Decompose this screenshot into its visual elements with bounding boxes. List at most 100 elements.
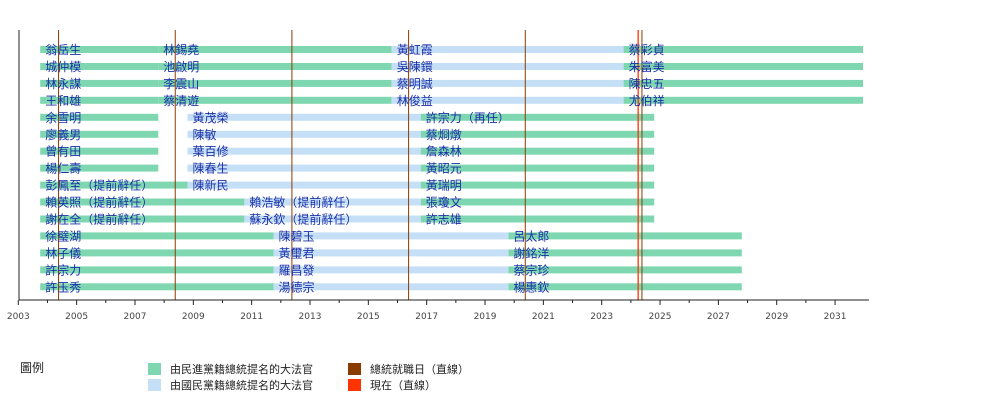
- term-bar: [420, 181, 655, 189]
- term-bar: [40, 283, 274, 291]
- term-bar: [187, 164, 421, 172]
- term-bar: [623, 96, 863, 104]
- justice-name: 蘇永欽（提前辭任）: [249, 212, 357, 227]
- term-bar: [508, 266, 742, 274]
- justice-name: 徐璧湖: [45, 228, 81, 243]
- names-layer: 翁岳生 林錫堯 黃虹霞 蔡彩貞城仲模 池啟明 吳陳鐶 朱富美林永謀 李震山 蔡明誠 陳忠五王和雄蔡…: [45, 42, 664, 294]
- term-bar: [273, 266, 509, 274]
- justice-name: 羅昌發: [279, 262, 315, 277]
- term-bar: [187, 181, 421, 189]
- term-bar: [623, 79, 863, 87]
- term-bar: [40, 249, 274, 257]
- legend-swatch: [348, 363, 361, 375]
- term-bar: [40, 164, 159, 172]
- justice-name: 朱富美: [629, 59, 665, 74]
- term-bar: [391, 96, 624, 104]
- justice-name: 許玉秀: [45, 280, 81, 294]
- justice-name: 蔡明誠: [397, 77, 433, 91]
- justice-name: 林俊益: [397, 93, 433, 108]
- x-tick-label: 2027: [707, 312, 730, 322]
- justice-name: 陳忠五: [629, 77, 665, 91]
- justice-name: 蔡烱燉: [426, 127, 462, 142]
- vertical-lines-layer: [58, 30, 643, 300]
- x-tick-label: 2005: [65, 312, 88, 322]
- justice-name: 余雪明: [45, 110, 81, 125]
- term-bar: [244, 215, 421, 223]
- x-tick-label: 2029: [765, 312, 788, 322]
- term-bar: [244, 198, 421, 206]
- term-bar: [623, 63, 863, 70]
- justice-name: 謝銘洋: [513, 245, 549, 260]
- justice-name: 池啟明: [163, 59, 199, 74]
- legend-item-label: 總統就職日（直線）: [370, 362, 469, 376]
- term-bar: [40, 113, 159, 121]
- term-bar: [187, 147, 421, 155]
- legend-swatch: [148, 379, 161, 391]
- justice-name: 彭鳳至（提前辭任）: [45, 178, 153, 193]
- justice-name: 張瓊文: [426, 195, 462, 210]
- justice-name: 楊惠欽: [513, 279, 549, 294]
- justice-name: 蔡彩貞: [629, 43, 665, 57]
- term-bar: [273, 249, 509, 257]
- justice-name: 曾有田: [45, 145, 81, 159]
- justice-name: 湯德宗: [279, 279, 315, 294]
- justice-name: 林錫堯: [163, 42, 199, 57]
- term-bar: [420, 164, 655, 172]
- justice-name: 黃虹霞: [397, 43, 433, 57]
- justice-name: 王和雄: [45, 93, 81, 108]
- justice-name: 城仲模: [45, 60, 81, 74]
- term-bar: [187, 113, 421, 121]
- justice-name: 尤伯祥: [629, 93, 665, 108]
- x-tick-label: 2019: [474, 312, 497, 322]
- justice-name: 楊仁壽: [45, 161, 81, 176]
- justice-name: 林永謀: [45, 77, 81, 91]
- term-bar: [623, 46, 863, 53]
- justice-name: 吳陳鐶: [397, 59, 433, 74]
- justice-name: 李震山: [163, 76, 199, 91]
- term-bar: [508, 249, 742, 257]
- x-tick-label: 2003: [7, 312, 30, 322]
- term-bar: [420, 215, 655, 223]
- term-bar: [187, 130, 421, 138]
- justice-name: 賴英照（提前辭任）: [45, 195, 153, 210]
- justice-name: 許宗力: [45, 262, 81, 277]
- x-axis: 2003 2005 2007 2009 2011 2013 2015 2017 2019 2021…: [7, 30, 869, 322]
- legend-title: 圖例: [20, 361, 44, 375]
- term-bar: [40, 232, 274, 240]
- x-tick-label: 2031: [824, 312, 847, 322]
- x-tick-label: 2025: [649, 312, 672, 322]
- justice-name: 陳春生: [193, 162, 229, 176]
- term-bar: [508, 283, 742, 291]
- justice-name: 呂太郎: [513, 228, 549, 243]
- legend-swatch: [148, 363, 161, 375]
- term-bar: [40, 215, 245, 223]
- justice-name: 黃璽君: [279, 246, 315, 260]
- x-tick-label: 2007: [124, 312, 147, 322]
- term-bar: [158, 96, 392, 104]
- justice-name: 謝在全（提前辭任）: [45, 212, 153, 227]
- justice-name: 黃茂榮: [193, 111, 229, 125]
- justice-name: 陳敏: [193, 127, 217, 142]
- justice-name: 黃瑞明: [426, 179, 462, 193]
- justice-name: 廖義男: [45, 127, 81, 142]
- term-bar: [391, 79, 624, 87]
- term-bar: [40, 181, 188, 189]
- bars-layer: [40, 46, 863, 291]
- term-bar: [40, 63, 159, 70]
- x-tick-label: 2021: [532, 312, 555, 322]
- justice-name: 許宗力（再任）: [426, 110, 510, 125]
- justice-name: 陳新民: [193, 178, 229, 193]
- term-bar: [420, 198, 655, 206]
- justice-name: 林子儀: [45, 246, 81, 260]
- term-bar: [420, 113, 655, 121]
- x-tick-label: 2017: [415, 312, 438, 322]
- term-bar: [391, 46, 624, 53]
- x-tick-label: 2011: [240, 312, 263, 322]
- term-bar: [508, 232, 742, 240]
- term-bar: [40, 79, 159, 87]
- term-bar: [158, 79, 392, 87]
- justice-name: 陳碧玉: [279, 229, 315, 243]
- term-bar: [273, 232, 509, 240]
